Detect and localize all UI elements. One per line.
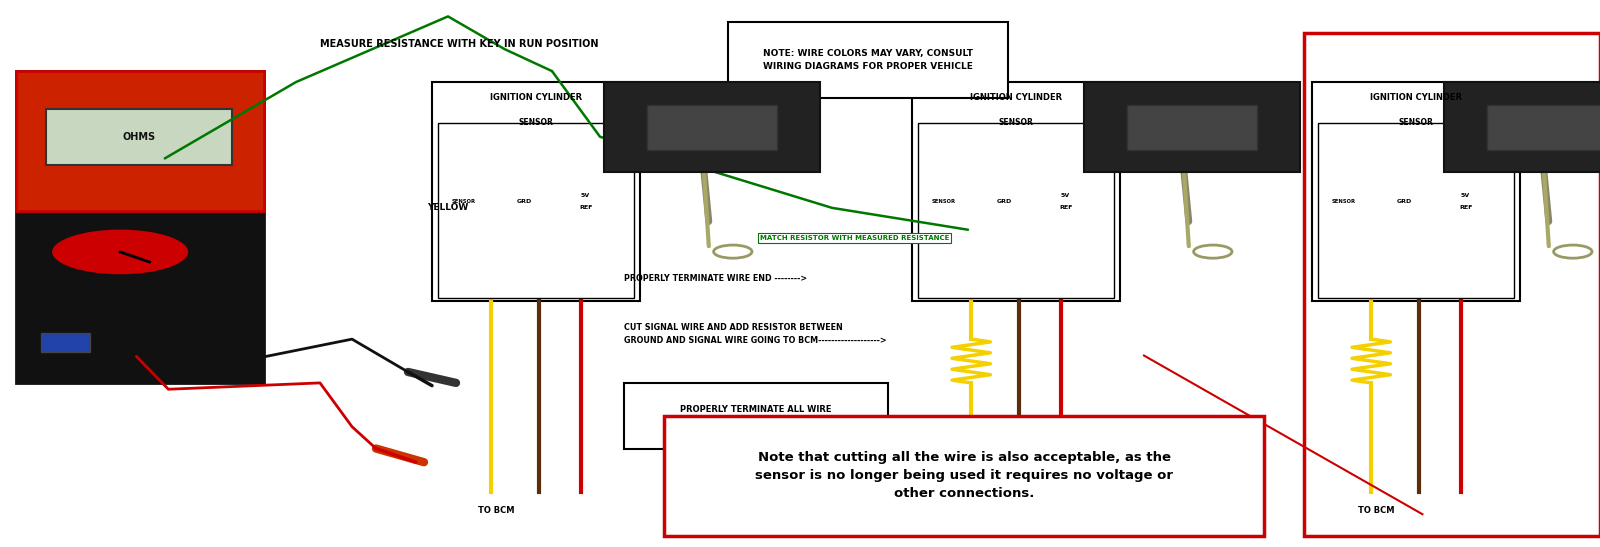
Text: IGNITION CYLINDER: IGNITION CYLINDER xyxy=(490,93,582,102)
Text: PROPERLY TERMINATE ALL WIRE
CONNECTIONS AND SOLDER ALL JOINTS: PROPERLY TERMINATE ALL WIRE CONNECTIONS … xyxy=(662,405,850,427)
Text: 5V: 5V xyxy=(1461,193,1470,198)
Text: IGNITION CYLINDER: IGNITION CYLINDER xyxy=(970,93,1062,102)
Bar xyxy=(728,22,1008,98)
Text: SENSOR: SENSOR xyxy=(931,199,955,205)
Text: SENSOR: SENSOR xyxy=(998,118,1034,126)
Bar xyxy=(42,333,90,352)
Bar xyxy=(1304,33,1600,536)
Bar xyxy=(624,383,888,449)
Bar xyxy=(918,123,1114,298)
Text: 5V: 5V xyxy=(1061,193,1070,198)
Text: REF: REF xyxy=(1459,205,1472,210)
Text: TO BCM: TO BCM xyxy=(958,506,994,515)
Bar xyxy=(1312,82,1520,301)
Bar xyxy=(46,108,232,165)
Text: CUT SIGNAL WIRE AND ADD RESISTOR BETWEEN
GROUND AND SIGNAL WIRE GOING TO BCM----: CUT SIGNAL WIRE AND ADD RESISTOR BETWEEN… xyxy=(624,323,886,345)
Text: MATCH RESISTOR WITH MEASURED RESISTANCE: MATCH RESISTOR WITH MEASURED RESISTANCE xyxy=(760,235,949,241)
Circle shape xyxy=(51,228,189,276)
Text: TO BCM: TO BCM xyxy=(1358,506,1394,515)
Text: IGNITION CYLINDER: IGNITION CYLINDER xyxy=(1370,93,1462,102)
Bar xyxy=(646,104,778,150)
Text: MEASURE RESISTANCE WITH KEY IN RUN POSITION: MEASURE RESISTANCE WITH KEY IN RUN POSIT… xyxy=(320,39,598,49)
Text: SENSOR: SENSOR xyxy=(1331,199,1355,205)
Bar xyxy=(912,82,1120,301)
Bar xyxy=(1126,104,1258,150)
Bar xyxy=(438,123,634,298)
Text: 5V: 5V xyxy=(581,193,590,198)
Bar xyxy=(1443,82,1600,172)
Text: GRD: GRD xyxy=(517,199,533,205)
Bar xyxy=(1085,82,1299,172)
Text: GRD: GRD xyxy=(997,199,1013,205)
Text: SENSOR: SENSOR xyxy=(1398,118,1434,126)
Bar xyxy=(1318,123,1514,298)
Bar xyxy=(16,71,264,212)
Text: YELLOW: YELLOW xyxy=(427,203,469,212)
Text: Note that cutting all the wire is also acceptable, as the
sensor is no longer be: Note that cutting all the wire is also a… xyxy=(755,451,1173,501)
Text: SENSOR: SENSOR xyxy=(451,199,475,205)
Text: GRD: GRD xyxy=(1397,199,1413,205)
Bar xyxy=(432,82,640,301)
Text: REF: REF xyxy=(1059,205,1072,210)
Bar xyxy=(16,71,264,383)
Text: TO BCM: TO BCM xyxy=(478,506,514,515)
Bar xyxy=(605,82,819,172)
Text: OHMS: OHMS xyxy=(122,132,155,142)
Text: PROPERLY TERMINATE WIRE END -------->: PROPERLY TERMINATE WIRE END --------> xyxy=(624,275,806,283)
Text: NOTE: WIRE COLORS MAY VARY, CONSULT
WIRING DIAGRAMS FOR PROPER VEHICLE: NOTE: WIRE COLORS MAY VARY, CONSULT WIRI… xyxy=(763,49,973,71)
Text: REF: REF xyxy=(579,205,592,210)
Bar xyxy=(664,416,1264,536)
Bar xyxy=(1488,104,1600,150)
Text: SENSOR: SENSOR xyxy=(518,118,554,126)
